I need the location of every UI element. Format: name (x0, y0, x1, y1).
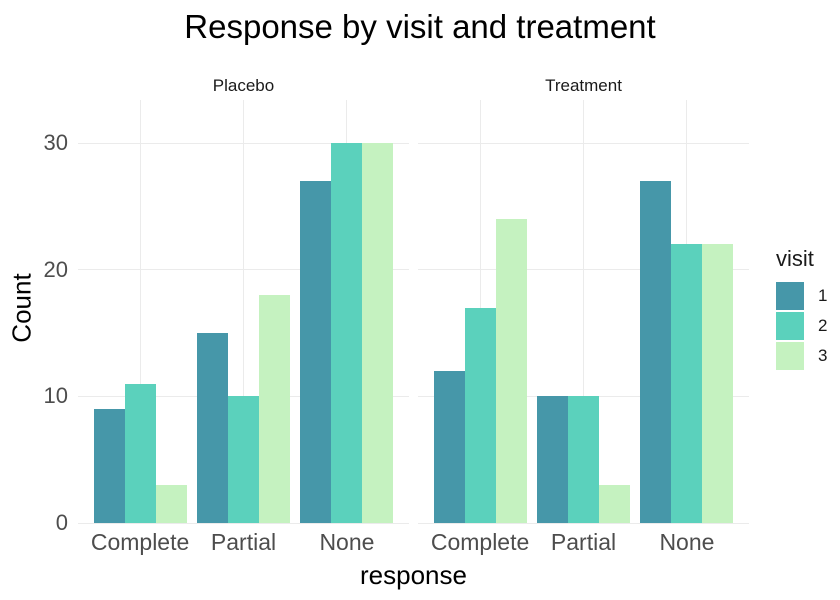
bar-placebo-complete-visit-2 (124, 383, 156, 523)
x-tick-label-partial: Partial (550, 529, 617, 555)
x-tick-label-none: None (319, 529, 375, 555)
x-gridline-partial (583, 100, 584, 523)
bar-placebo-none-visit-2 (331, 143, 363, 523)
bar-placebo-none-visit-3 (362, 143, 394, 523)
bar-placebo-partial-visit-1 (196, 333, 228, 523)
legend: visit 1 2 3 (776, 246, 827, 372)
bar-placebo-complete-visit-1 (93, 409, 125, 523)
bar-treatment-complete-visit-3 (495, 219, 527, 523)
bar-treatment-none-visit-1 (640, 181, 672, 523)
bar-treatment-none-visit-3 (702, 244, 734, 523)
y-tick-label-30: 30 (43, 130, 68, 156)
legend-swatch-visit-1 (776, 282, 804, 310)
legend-entry-visit-1: 1 (776, 282, 827, 310)
legend-entry-visit-2: 2 (776, 312, 827, 340)
legend-swatch-visit-3 (776, 342, 804, 370)
chart-title: Response by visit and treatment (184, 8, 656, 45)
legend-label-visit-1: 1 (818, 286, 828, 305)
legend-label-visit-3: 3 (818, 346, 828, 365)
x-axis-title: response (360, 560, 467, 590)
y-tick-label-0: 0 (55, 510, 68, 535)
facet-panel-treatment: Complete Partial None (418, 100, 749, 555)
bar-treatment-partial-visit-3 (599, 485, 631, 523)
y-axis-title: Count (6, 273, 37, 343)
bar-treatment-complete-visit-2 (464, 307, 496, 523)
bar-treatment-complete-visit-1 (433, 371, 465, 523)
legend-swatch-visit-2 (776, 312, 804, 340)
legend-entry-visit-3: 3 (776, 342, 827, 370)
legend-label-visit-2: 2 (818, 316, 828, 335)
bar-placebo-complete-visit-3 (155, 485, 187, 523)
bar-treatment-none-visit-2 (671, 244, 703, 523)
facet-label-treatment: Treatment (545, 76, 622, 95)
bar-placebo-partial-visit-3 (259, 295, 291, 523)
y-tick-label-10: 10 (43, 383, 68, 409)
x-tick-label-complete: Complete (90, 529, 190, 555)
x-tick-label-complete: Complete (430, 529, 530, 555)
y-tick-label-20: 20 (43, 256, 68, 282)
bar-treatment-partial-visit-1 (536, 396, 568, 523)
facet-label-placebo: Placebo (212, 76, 275, 95)
y-gridline-0 (418, 522, 749, 524)
facet-panel-placebo: Complete Partial None (78, 100, 409, 555)
y-gridline-0 (78, 522, 409, 524)
bar-treatment-partial-visit-2 (567, 396, 600, 523)
x-gridline-partial (243, 100, 244, 523)
legend-title: visit (776, 246, 814, 271)
x-tick-label-none: None (659, 529, 715, 555)
bar-placebo-partial-visit-2 (227, 396, 260, 523)
bar-placebo-none-visit-1 (300, 181, 332, 523)
x-gridline-complete (139, 100, 141, 523)
x-tick-label-partial: Partial (210, 529, 277, 555)
